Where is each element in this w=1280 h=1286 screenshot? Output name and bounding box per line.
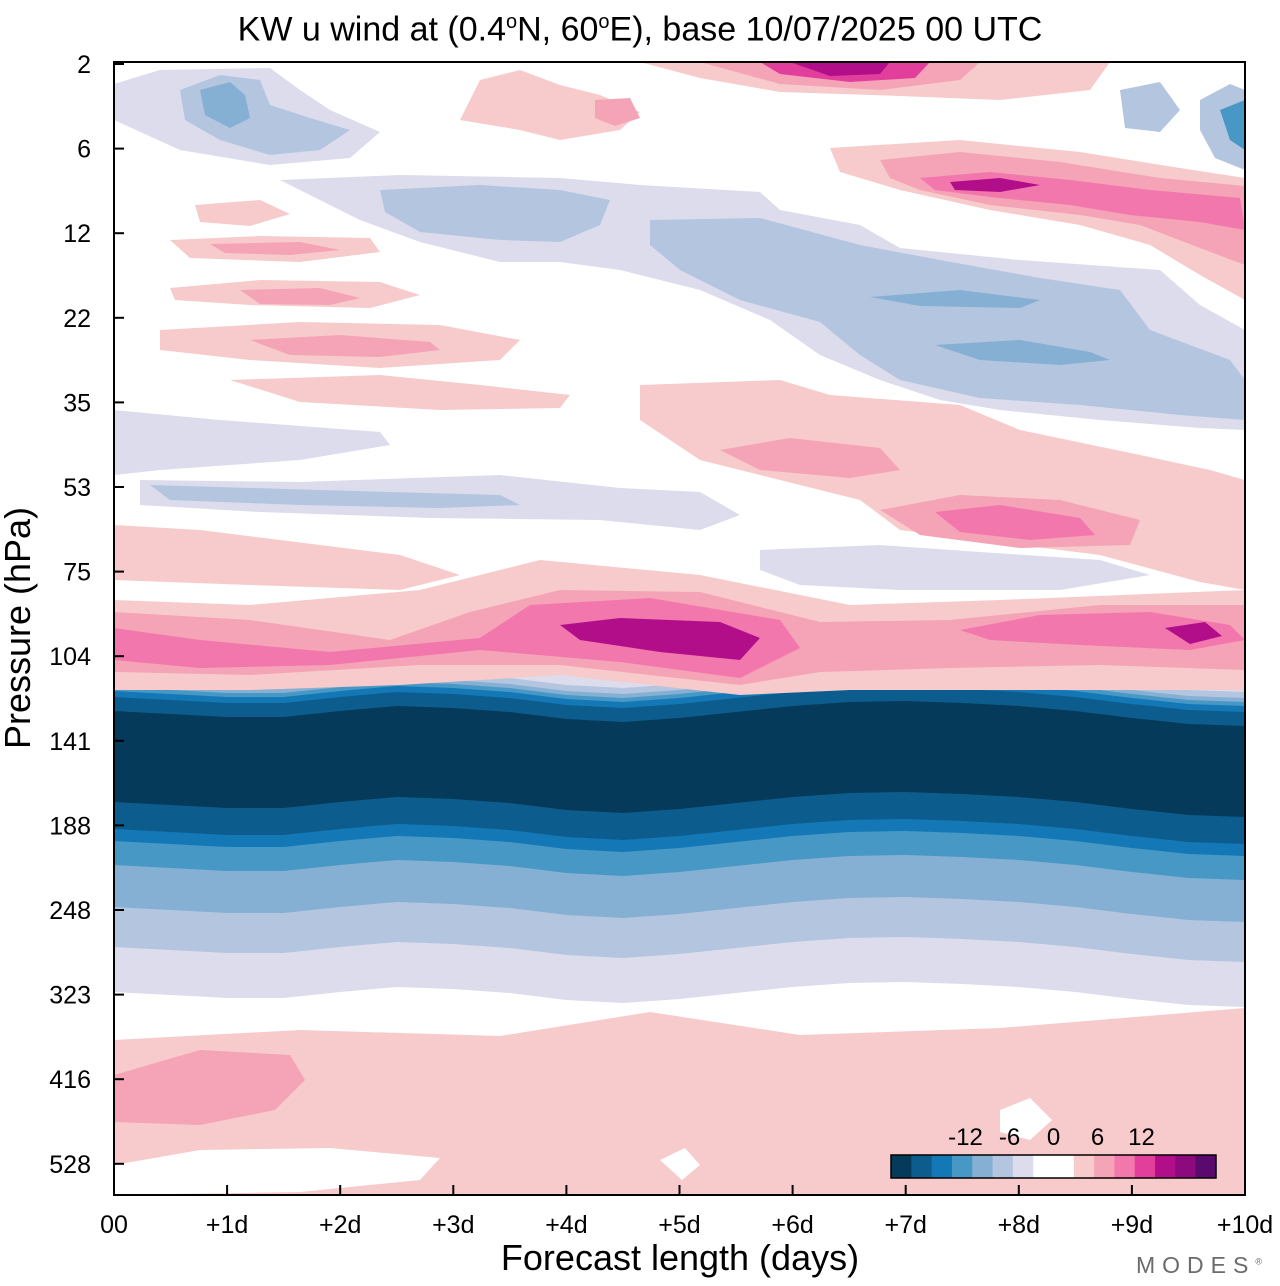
y-tick-label: 528: [49, 1151, 91, 1179]
x-tick-label: +5d: [658, 1211, 700, 1239]
upper-contour-4: [760, 545, 1150, 590]
colorbar-swatch: [1114, 1155, 1136, 1178]
upper-contour-16: [210, 242, 340, 255]
x-axis: 00 +1d +2d +3d +4d +5d +6d +7d +8d +9d +10d: [100, 1185, 1273, 1239]
upper-contour-32: [790, 62, 890, 76]
upper-contour-3: [150, 485, 520, 508]
x-tick-label: +4d: [545, 1211, 587, 1239]
westerly-band-contour-4: [960, 612, 1245, 650]
upper-contour-28: [1220, 100, 1245, 150]
x-tick-label: 00: [100, 1211, 128, 1239]
colorbar-swatch: [992, 1155, 1014, 1178]
colorbar-swatch: [1012, 1155, 1034, 1178]
colorbar-swatch: [931, 1155, 953, 1178]
y-tick-label: 416: [49, 1066, 91, 1094]
lower-westerly-band: [114, 1008, 1245, 1195]
y-tick-label: 75: [63, 559, 91, 587]
colorbar-swatch: [1053, 1155, 1075, 1178]
chart-title: KW u wind at (0.4oN, 60oE), base 10/07/2…: [237, 10, 1043, 49]
colorbar-tick-label: -12: [948, 1124, 983, 1151]
upper-contour-22: [935, 340, 1110, 365]
y-tick-label: 35: [63, 389, 91, 417]
colorbar-swatch: [1195, 1155, 1217, 1178]
upper-contour-25: [200, 82, 250, 128]
colorbar-swatch: [951, 1155, 973, 1178]
lower-gap-1: [660, 1148, 700, 1180]
upper-contour-21: [870, 290, 1040, 308]
colorbar-tick-label: 6: [1091, 1124, 1104, 1151]
lower-gap-3: [114, 1148, 440, 1195]
y-axis: 2 6 12 22 35 53 75 104 141 188 248 323 416 528: [49, 51, 124, 1179]
x-tick-label: +3d: [432, 1211, 474, 1239]
upper-contour-37: [460, 70, 640, 140]
y-axis-label-text: Pressure (hPa): [0, 506, 38, 750]
colorbar-tick-label: 0: [1047, 1124, 1060, 1151]
y-tick-label: 53: [63, 474, 91, 502]
upper-contour-20: [650, 218, 1245, 420]
colorbar-tick-label: -6: [999, 1124, 1020, 1151]
colorbar-tick-label: 12: [1128, 1124, 1155, 1151]
y-tick-label: 12: [63, 220, 91, 248]
colorbar-swatch: [911, 1155, 933, 1178]
colorbar-swatch: [891, 1155, 912, 1178]
upper-contour-38: [595, 98, 640, 126]
upper-contour-1: [114, 410, 390, 475]
westerly-band-contour-3: [114, 598, 800, 678]
y-tick-label: 141: [49, 728, 91, 756]
colorbar-swatch: [1175, 1155, 1197, 1178]
x-tick-label: +10d: [1217, 1211, 1273, 1239]
x-tick-label: +8d: [998, 1211, 1040, 1239]
y-tick-label: 188: [49, 812, 91, 840]
upper-contour-19: [380, 185, 610, 242]
westerly-band-contour-5: [560, 618, 760, 660]
lower-westerly-core: [114, 1050, 305, 1125]
upper-contour-9: [935, 505, 1095, 540]
colorbar-swatch: [1094, 1155, 1115, 1178]
y-tick-label: 104: [49, 643, 91, 671]
upper-contour-5: [114, 525, 460, 590]
x-tick-label: +2d: [319, 1211, 361, 1239]
upper-contour-36: [950, 178, 1040, 192]
x-tick-label: +7d: [884, 1211, 926, 1239]
x-tick-label: +1d: [206, 1211, 248, 1239]
lower-gap-2: [1000, 1098, 1052, 1140]
y-tick-label: 22: [63, 305, 91, 333]
upper-contour-12: [250, 335, 440, 357]
wind-field: [114, 62, 1245, 1195]
colorbar-swatch: [1155, 1155, 1176, 1178]
upper-contour-26: [1120, 82, 1180, 132]
colorbar: -12 -6 0 6 12: [890, 1124, 1217, 1179]
upper-contour-10: [230, 375, 570, 410]
upper-contour-17: [195, 200, 290, 226]
y-tick-label: 248: [49, 897, 91, 925]
colorbar-swatch: [1033, 1155, 1054, 1178]
modes-logo: MODES®: [1136, 1252, 1262, 1278]
y-tick-label: 6: [77, 136, 91, 164]
westerly-band-contour-6: [1165, 622, 1222, 644]
y-tick-label: 2: [77, 51, 91, 79]
colorbar-swatch: [972, 1155, 993, 1178]
colorbar-swatch: [1134, 1155, 1156, 1178]
x-tick-label: +9d: [1111, 1211, 1153, 1239]
upper-contour-7: [720, 438, 900, 478]
y-tick-label: 323: [49, 982, 91, 1010]
x-axis-label: Forecast length (days): [500, 1237, 860, 1278]
colorbar-frame: [890, 1154, 1217, 1179]
colorbar-swatch: [1073, 1155, 1095, 1178]
jet-contour-layer-7: [114, 701, 1245, 817]
upper-contour-14: [240, 288, 360, 305]
x-tick-label: +6d: [771, 1211, 813, 1239]
